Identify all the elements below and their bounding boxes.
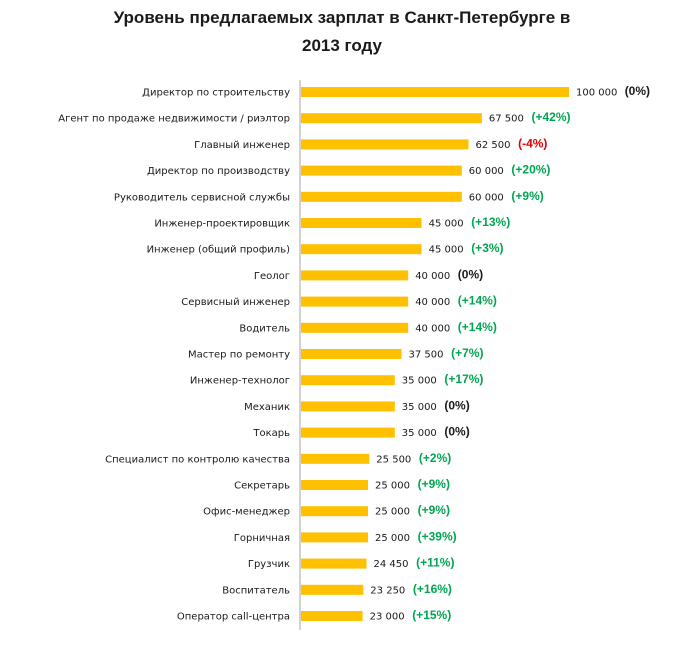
change-label: (+14%) — [458, 320, 497, 334]
value-label: 25 000 — [375, 507, 410, 518]
change-label: (+7%) — [451, 346, 483, 360]
change-label: (0%) — [444, 398, 469, 412]
change-labels: (0%)(+42%)(-4%)(+20%)(+9%)(+13%)(+3%)(0%… — [412, 84, 650, 622]
bar — [301, 375, 395, 386]
value-label: 45 000 — [429, 245, 464, 256]
category-label: Механик — [244, 402, 290, 413]
bar-series — [301, 87, 569, 621]
value-label: 25 000 — [375, 533, 410, 544]
bar — [301, 191, 462, 202]
category-label: Горничная — [234, 533, 290, 544]
category-label: Директор по строительству — [142, 88, 290, 99]
category-label: Токарь — [252, 428, 290, 439]
bar — [301, 427, 395, 438]
value-label: 24 450 — [374, 559, 409, 570]
change-label: (+39%) — [418, 529, 457, 543]
change-label: (+2%) — [419, 451, 451, 465]
change-label: (+9%) — [418, 503, 450, 517]
category-label: Агент по продаже недвижимости / риэлтор — [58, 114, 290, 125]
value-label: 40 000 — [415, 271, 450, 282]
bar — [301, 139, 469, 150]
change-label: (+9%) — [418, 477, 450, 491]
category-label: Специалист по контролю качества — [105, 454, 290, 465]
chart-title-line-1: Уровень предлагаемых зарплат в Санкт-Пет… — [114, 8, 571, 27]
bar — [301, 244, 422, 255]
value-label: 60 000 — [469, 192, 504, 203]
change-label: (+13%) — [471, 215, 510, 229]
value-label: 35 000 — [402, 376, 437, 387]
category-label: Оператор call-центра — [177, 612, 290, 623]
value-label: 40 000 — [415, 323, 450, 334]
bar — [301, 113, 482, 124]
category-label: Грузчик — [248, 559, 290, 570]
value-label: 45 000 — [429, 219, 464, 230]
bar — [301, 296, 409, 307]
value-label: 62 500 — [476, 140, 511, 151]
category-label: Директор по производству — [147, 166, 290, 177]
bar — [301, 480, 368, 490]
change-label: (+11%) — [416, 556, 454, 570]
change-label: (+20%) — [511, 163, 550, 177]
value-label: 40 000 — [415, 297, 450, 308]
category-label: Руководитель сервисной службы — [114, 192, 290, 203]
category-label: Главный инженер — [194, 140, 290, 151]
value-label: 37 500 — [409, 350, 444, 361]
bar — [301, 87, 569, 97]
category-label: Инженер-проектировщик — [154, 219, 290, 230]
value-label: 23 000 — [370, 612, 405, 623]
category-label: Инженер (общий профиль) — [147, 245, 291, 256]
change-label: (+3%) — [471, 241, 503, 255]
change-label: (-4%) — [518, 136, 547, 150]
value-labels: 100 000 67 500 62 500 60 000 60 000 45 000 45 … — [370, 88, 618, 623]
bar — [301, 558, 367, 569]
bar — [301, 611, 363, 621]
category-label: Сервисный инженер — [181, 297, 290, 308]
value-label: 25 000 — [375, 481, 410, 492]
value-label: 100 000 — [576, 88, 617, 99]
change-label: (0%) — [625, 84, 650, 98]
category-label: Офис-менеджер — [203, 507, 290, 518]
chart-title-line-2: 2013 году — [302, 36, 383, 55]
change-label: (0%) — [458, 267, 483, 281]
change-label: (+17%) — [444, 372, 483, 386]
value-label: 23 250 — [370, 585, 405, 596]
category-label: Воспитатель — [222, 585, 290, 596]
bar — [301, 349, 402, 359]
category-label: Водитель — [239, 323, 290, 334]
value-label: 60 000 — [469, 166, 504, 177]
change-label: (+15%) — [412, 608, 451, 622]
value-label: 25 500 — [376, 454, 411, 465]
change-label: (+14%) — [458, 294, 497, 308]
bar — [301, 453, 370, 464]
category-label: Секретарь — [234, 481, 290, 492]
change-label: (+9%) — [511, 189, 543, 203]
bar — [301, 218, 422, 228]
bar — [301, 270, 409, 281]
category-label: Мастер по ремонту — [188, 350, 290, 361]
category-label: Инженер-технолог — [190, 376, 290, 387]
category-label: Геолог — [254, 271, 290, 282]
value-label: 35 000 — [402, 428, 437, 439]
bar — [301, 322, 409, 333]
chart-title: Уровень предлагаемых зарплат в Санкт-Пет… — [114, 8, 571, 55]
change-label: (0%) — [444, 425, 469, 439]
bar — [301, 532, 368, 543]
change-label: (+16%) — [413, 582, 452, 596]
value-label: 35 000 — [402, 402, 437, 413]
value-label: 67 500 — [489, 114, 524, 125]
bar — [301, 506, 368, 517]
change-label: (+42%) — [532, 110, 571, 124]
bar — [301, 584, 364, 595]
bar — [301, 401, 395, 412]
bar — [301, 165, 462, 176]
category-labels: Директор по строительству Агент по продаж… — [58, 88, 290, 623]
